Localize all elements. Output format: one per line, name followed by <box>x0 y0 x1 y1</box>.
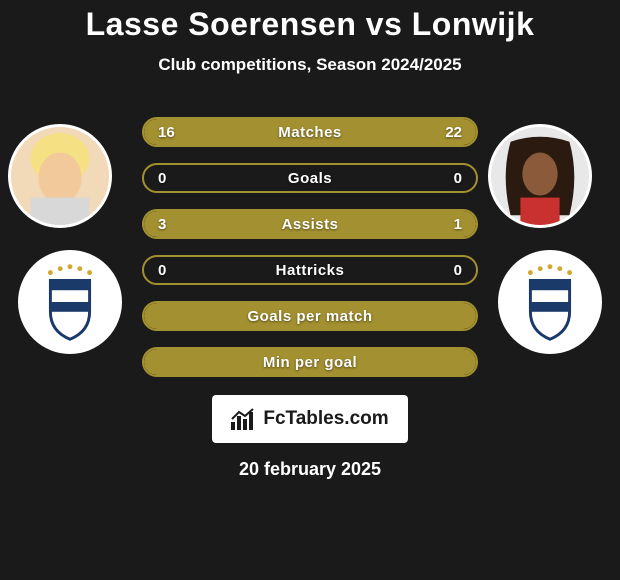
stat-value-left: 0 <box>158 262 166 279</box>
stat-value-right: 0 <box>454 170 462 187</box>
bar-left <box>144 211 393 237</box>
stat-row: 0 0 Goals <box>142 163 478 193</box>
page-title: Lasse Soerensen vs Lonwijk <box>0 6 620 43</box>
stat-label: Goals <box>288 170 332 187</box>
branding-badge: FcTables.com <box>212 395 408 443</box>
stat-label: Matches <box>278 124 342 141</box>
stat-value-left: 16 <box>158 124 175 141</box>
stat-value-right: 0 <box>454 262 462 279</box>
stat-row: 3 1 Assists <box>142 209 478 239</box>
stat-label: Min per goal <box>263 354 357 371</box>
stats-list: 16 22 Matches 0 0 Goals 3 1 Assists 0 0 Hattricks Go… <box>142 117 478 377</box>
stat-value-left: 3 <box>158 216 166 233</box>
club-right-badge <box>498 250 602 354</box>
stat-row: 0 0 Hattricks <box>142 255 478 285</box>
stat-row: Goals per match <box>142 301 478 331</box>
branding-label: FcTables.com <box>263 408 388 430</box>
stat-label: Assists <box>282 216 339 233</box>
club-left-badge <box>18 250 122 354</box>
player-right-avatar <box>488 124 592 228</box>
bar-right <box>393 211 476 237</box>
stat-label: Hattricks <box>276 262 345 279</box>
stat-value-right: 1 <box>454 216 462 233</box>
date-label: 20 february 2025 <box>0 459 620 480</box>
stat-row: Min per goal <box>142 347 478 377</box>
fctables-icon <box>231 408 257 430</box>
stat-label: Goals per match <box>247 308 372 325</box>
stat-value-left: 0 <box>158 170 166 187</box>
stat-value-right: 22 <box>445 124 462 141</box>
player-left-avatar <box>8 124 112 228</box>
stat-row: 16 22 Matches <box>142 117 478 147</box>
subtitle: Club competitions, Season 2024/2025 <box>0 55 620 75</box>
